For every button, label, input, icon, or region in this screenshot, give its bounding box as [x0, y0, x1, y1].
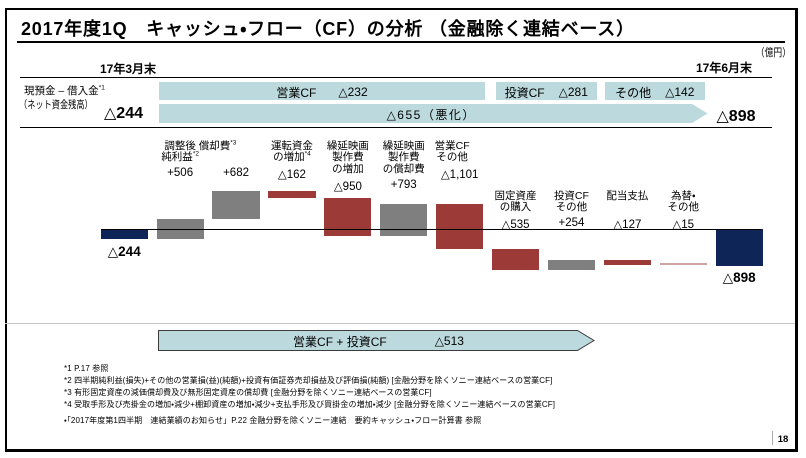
- bar-value-4: △950: [333, 180, 362, 193]
- summary-arrow-shape: [158, 329, 595, 351]
- waterfall-bar-5: [380, 204, 428, 237]
- bar-label-2: 償却費*3: [198, 139, 237, 152]
- net-change-arrow: △655（悪化）: [159, 104, 708, 123]
- bar-value-0: △244: [107, 243, 141, 259]
- bar-label-1: 調整後 純利益*2: [161, 139, 199, 164]
- waterfall-bar-start: [100, 229, 148, 240]
- strip-rule-top: [20, 76, 772, 79]
- bar-value-1: +506: [167, 167, 194, 179]
- bar-value-6: △1,101: [440, 169, 479, 181]
- date-label-june: 17年6月末: [695, 60, 752, 75]
- cf-band-label: 投資CF: [504, 85, 545, 100]
- waterfall-bar-6: [436, 204, 484, 249]
- bar-value-10: △15: [672, 218, 695, 231]
- slide-border: [5, 8, 798, 452]
- cf-band-label: 営業CF: [276, 85, 317, 100]
- cf-band-0: 営業CF △232: [159, 82, 485, 100]
- footnote-1: *1 P.17 参照: [64, 363, 109, 373]
- cf-band-value: △232: [338, 85, 368, 100]
- date-label-march: 17年3月末: [100, 61, 157, 76]
- net-cash-label-line1: 現預金 – 借入金*1: [24, 84, 105, 97]
- footnote-4: *4 受取手形及び売掛金の増加・減少+棚卸資産の増加・減少+支払手形及び買掛金の…: [64, 400, 556, 410]
- bar-value-11: △898: [722, 269, 756, 285]
- cf-band-value: △281: [558, 85, 588, 100]
- zero-axis-line: [100, 228, 762, 230]
- closing-balance-value: △898: [716, 107, 756, 125]
- waterfall-bar-3: [268, 191, 316, 198]
- strip-rule-bottom: [20, 127, 772, 129]
- page-title: 2017年度1Q キャッシュ・フロー（CF）の分析 （金融除く連結ベース）: [21, 19, 635, 39]
- cf-band-value: △142: [665, 85, 695, 100]
- bar-value-2: +682: [223, 167, 249, 179]
- bar-label-10: 為替・ その他: [667, 189, 700, 214]
- cf-band-2: その他 △142: [604, 82, 705, 100]
- bar-label-8: 投資CF その他: [553, 189, 589, 214]
- net-cash-label-line2: （ネット資金残高）: [19, 98, 93, 111]
- page-number: 18: [777, 433, 789, 445]
- bar-label-9: 配当支払: [606, 189, 649, 202]
- net-change-arrow-label: △655（悪化）: [386, 108, 476, 122]
- waterfall-bar-9: [603, 260, 651, 266]
- bar-label-7: 固定資産 の購入: [494, 189, 537, 214]
- bar-value-9: △127: [613, 218, 642, 231]
- bar-value-8: +254: [558, 216, 585, 229]
- summary-arrow-outline: [158, 329, 595, 351]
- unit-note: （億円）: [755, 47, 791, 59]
- summary-arrow: 営業CF + 投資CF △513: [158, 330, 578, 351]
- title-rule: [17, 41, 785, 43]
- bar-value-7: △535: [501, 218, 530, 231]
- cf-band-label: その他: [615, 85, 652, 100]
- summary-arrow-value: △513: [434, 334, 464, 348]
- waterfall-bar-end: [715, 229, 763, 266]
- waterfall-bar-10: [659, 263, 707, 265]
- footnote-5: ・「2017年度第1四半期 連結業績のお知らせ」P.22 金融分野を除くソニー連…: [64, 415, 482, 425]
- bar-value-5: +793: [390, 178, 417, 191]
- page-number-tick: [772, 431, 774, 445]
- footnote-3: *3 有形固定資産の減価償却費及び無形固定資産の償却費 [金融分野を除くソニー連…: [64, 388, 432, 397]
- cf-band-1: 投資CF △281: [495, 82, 597, 100]
- waterfall-bar-2: [212, 191, 260, 219]
- opening-balance-value: △244: [104, 105, 143, 122]
- bar-value-3: △162: [277, 169, 306, 181]
- section-divider-line: [5, 322, 795, 324]
- footnotes: *1 P.17 参照 *2 四半期純利益(損失)+その他の営業損(益)(純額)+投…: [64, 363, 555, 427]
- waterfall-bar-4: [324, 197, 372, 237]
- bar-label-3: 運転資金 の増加*4: [270, 139, 313, 164]
- footnote-2: *2 四半期純利益(損失)+その他の営業損(益)(純額)+投資有価証券売却損益及…: [64, 375, 553, 385]
- bar-label-4: 繰延映画 製作費 の増加: [326, 139, 369, 175]
- waterfall-bar-7: [491, 248, 540, 271]
- bar-label-5: 繰延映画 製作費 の償却費: [382, 139, 425, 175]
- waterfall-bar-8: [547, 260, 596, 271]
- bar-label-6: 営業CF その他: [434, 139, 470, 164]
- summary-arrow-label: 営業CF + 投資CF: [293, 334, 387, 349]
